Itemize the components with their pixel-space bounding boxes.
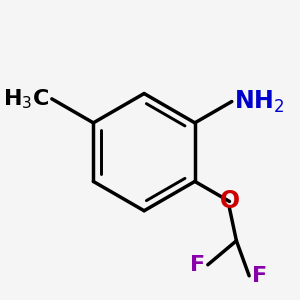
Text: O: O: [219, 189, 239, 213]
Text: F: F: [190, 255, 205, 275]
Text: NH$_2$: NH$_2$: [234, 88, 284, 115]
Text: H$_3$C: H$_3$C: [3, 87, 49, 111]
Text: F: F: [252, 266, 267, 286]
